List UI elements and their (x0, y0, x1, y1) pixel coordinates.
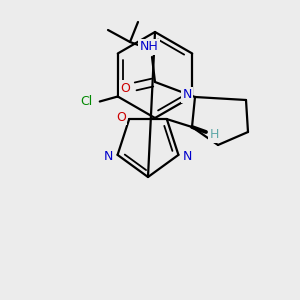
Text: Cl: Cl (81, 95, 93, 108)
Text: NH: NH (140, 40, 158, 53)
Text: N: N (104, 150, 113, 164)
Text: O: O (120, 82, 130, 94)
Text: N: N (182, 88, 192, 101)
Text: O: O (116, 111, 126, 124)
Text: H: H (209, 128, 219, 142)
Text: N: N (183, 150, 192, 164)
